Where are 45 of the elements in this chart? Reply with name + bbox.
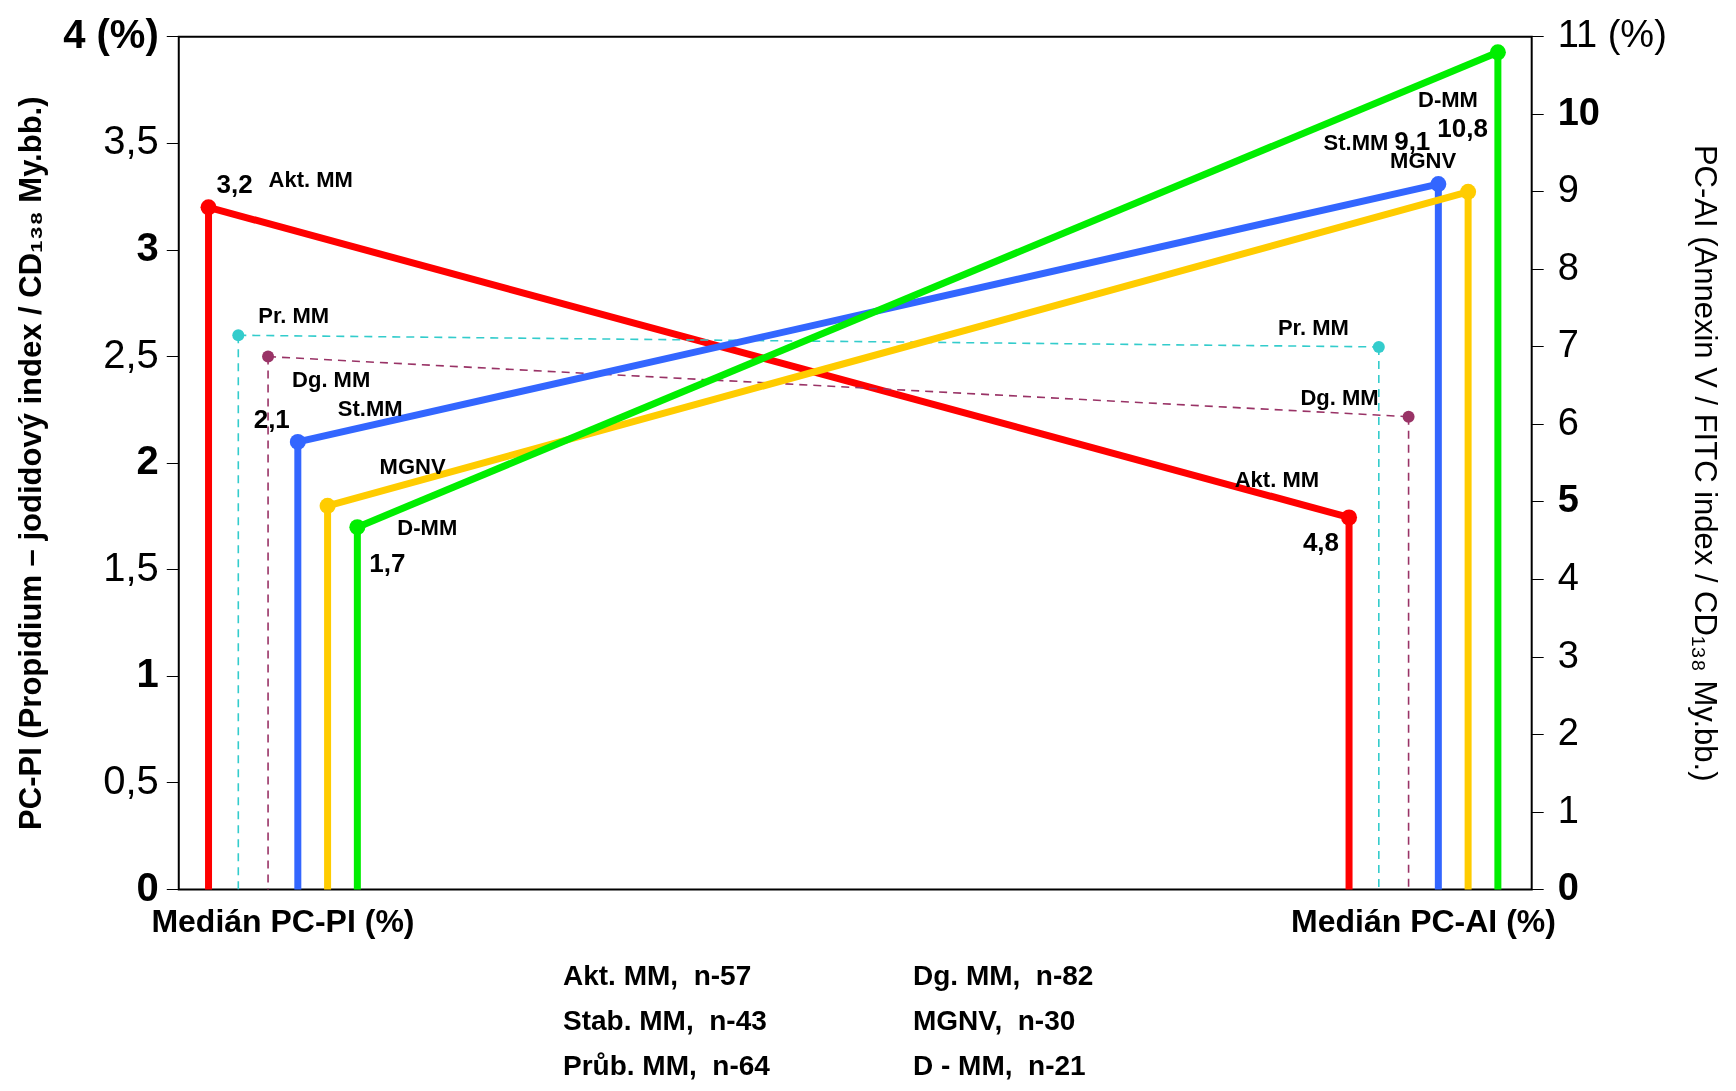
series-label: Pr. MM [1277, 314, 1349, 340]
y2-tick-label: 11 (%) [1557, 13, 1667, 56]
y2-tick-label: 0 [1557, 866, 1579, 909]
data-label: 2,1 [253, 403, 290, 434]
data-label: 4,8 [1302, 527, 1340, 558]
y-tick-label: 2 [136, 438, 159, 483]
text: MGNV, n-30 [913, 1005, 1076, 1036]
data-label: 3,2 [216, 169, 253, 200]
y-tick-label: 0,5 [103, 758, 159, 803]
y2-tick-label: 9 [1557, 168, 1579, 211]
text: Akt. MM [268, 167, 353, 193]
y2-tick-label: 5 [1557, 478, 1579, 521]
series-label: St.MM [337, 395, 403, 421]
y-axis-title: PC-PI (Propidium – jodidový index / CD₁₃₈ My.bb.) [13, 96, 49, 830]
y2-tick-label: 4 [1557, 555, 1579, 598]
y2-tick-label: 1 [1557, 788, 1579, 831]
y2-tick-label: 3 [1557, 633, 1579, 676]
series-label: Dg. MM [1300, 384, 1379, 410]
series-label: D-MM [397, 515, 458, 541]
data-label: 1,7 [369, 548, 406, 579]
y2-tick-label: 2 [1557, 711, 1579, 754]
y-tick-label: 3,5 [103, 118, 159, 163]
text: St.MM [1323, 130, 1389, 156]
series-label: Dg. MM [292, 366, 371, 392]
y2-tick-label: 6 [1557, 400, 1579, 443]
text: Akt. MM, n-57 [563, 960, 752, 991]
text: MGNV [379, 453, 446, 479]
y-tick-label: 1 [136, 651, 159, 696]
x-tick-label: Medián PC-AI (%) [1291, 902, 1556, 939]
y-tick-label: 4 (%) [63, 11, 159, 56]
series-label: D-MM [1418, 87, 1478, 113]
y2-tick-label: 7 [1557, 323, 1579, 366]
y2-tick-label: 8 [1557, 245, 1579, 288]
series-label: Akt. MM [1234, 467, 1320, 493]
text: Dg. MM, n-82 [913, 960, 1094, 991]
text: D - MM, n-21 [913, 1050, 1086, 1081]
y2-tick-label: 10 [1557, 90, 1600, 133]
y-tick-label: 2,5 [103, 331, 159, 376]
text: Stab. MM, n-43 [563, 1005, 767, 1036]
y-tick-label: 3 [136, 225, 159, 270]
series-label: Pr. MM [258, 303, 330, 329]
y2-axis-title: PC-AI (Annexin V / FITC index / CD₁₃₈ My.bb.) [1687, 144, 1723, 782]
text: Průb. MM, n-64 [563, 1050, 771, 1081]
y-tick-label: 1,5 [103, 544, 159, 589]
data-label: 10,8 [1437, 113, 1488, 144]
